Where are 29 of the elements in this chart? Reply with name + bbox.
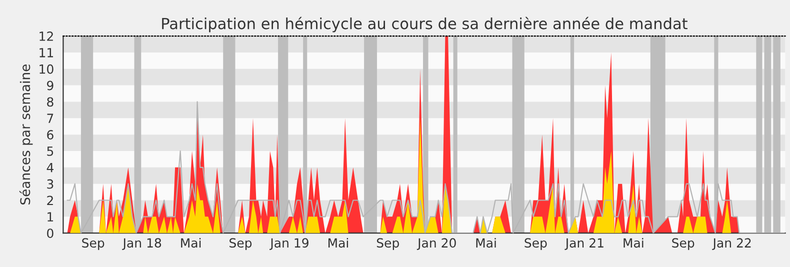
x-tick-label: Sep [82, 238, 104, 250]
x-tick-label: Mai [624, 238, 644, 248]
y-tick-label: 10 [40, 64, 54, 74]
y-tick-label: 6 [47, 130, 54, 140]
chart-title: Participation en hémicycle au cours de sa dernière année de mandat [162, 16, 688, 32]
x-tick-label: Jan 18 [122, 238, 162, 250]
x-tick-label: Mai [328, 238, 348, 248]
x-tick-label: Sep [230, 238, 252, 250]
y-tick-label: 2 [47, 196, 53, 205]
y-tick-label: 0 [47, 228, 54, 238]
y-tick-label: 9 [47, 80, 54, 90]
y-tick-label: 7 [47, 114, 54, 123]
x-tick-label: Jan 19 [270, 238, 308, 250]
x-tick-label: Jan 21 [564, 238, 604, 250]
x-tick-label: Sep [524, 238, 547, 250]
x-tick-label: Mai [476, 238, 496, 248]
y-tick-label: 12 [40, 32, 53, 41]
x-tick-label: Sep [376, 238, 399, 250]
y-tick-label: 8 [47, 97, 54, 107]
x-tick-label: Mai [181, 238, 201, 248]
y-tick-label: 5 [47, 146, 54, 156]
x-tick-label: Jan 22 [712, 238, 751, 250]
y-axis-title: Séances par semaine [19, 64, 33, 204]
x-tick-label: Jan 20 [416, 238, 456, 250]
y-tick-label: 3 [47, 179, 54, 189]
y-tick-label: 4 [46, 163, 54, 172]
y-tick-label: 11 [40, 48, 54, 58]
y-tick-label: 1 [48, 212, 54, 222]
x-tick-label: Sep [672, 238, 694, 250]
